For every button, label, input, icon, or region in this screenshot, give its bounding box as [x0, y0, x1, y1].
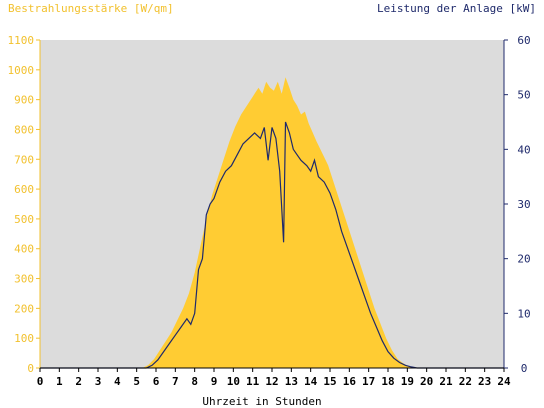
x-tick-label: 5 [133, 375, 140, 388]
right-tick-label: 0 [521, 362, 528, 375]
x-tick-label: 9 [211, 375, 218, 388]
left-tick-label: 300 [14, 273, 34, 286]
x-tick-label: 4 [114, 375, 121, 388]
x-tick-label: 3 [95, 375, 102, 388]
left-tick-label: 700 [14, 153, 34, 166]
x-tick-label: 7 [172, 375, 179, 388]
x-tick-label: 23 [478, 375, 491, 388]
right-tick-label: 10 [517, 307, 530, 320]
right-tick-label: 20 [517, 253, 530, 266]
x-tick-label: 12 [265, 375, 278, 388]
x-tick-label: 8 [191, 375, 198, 388]
x-tick-label: 19 [401, 375, 414, 388]
power-line [40, 121, 504, 369]
x-axis-ticks: 0 1 2 3 4 5 6 7 8 9 10 11 12 13 14 15 16 17 18 19 20 21 22 23 24 [37, 368, 511, 388]
x-tick-label: 6 [153, 375, 160, 388]
x-tick-label: 10 [227, 375, 240, 388]
x-axis-title: Uhrzeit in Stunden [202, 395, 321, 408]
x-tick-label: 13 [285, 375, 298, 388]
left-tick-label: 100 [14, 332, 34, 345]
x-tick-label: 22 [459, 375, 472, 388]
left-axis-title: Bestrahlungsstärke [W/qm] [8, 2, 174, 15]
right-tick-label: 60 [517, 34, 530, 47]
x-tick-label: 20 [420, 375, 433, 388]
x-tick-label: 18 [381, 375, 394, 388]
right-axis-ticks: 0 10 20 30 40 50 60 [504, 34, 531, 375]
irradiance-area-layer [40, 77, 504, 369]
left-tick-label: 1100 [8, 34, 35, 47]
x-tick-label: 14 [304, 375, 318, 388]
x-tick-label: 21 [439, 375, 453, 388]
right-tick-label: 40 [517, 143, 530, 156]
x-tick-label: 16 [343, 375, 357, 388]
x-tick-label: 2 [75, 375, 82, 388]
left-tick-label: 800 [14, 123, 34, 136]
power-line-layer [40, 121, 504, 369]
x-tick-label: 17 [362, 375, 375, 388]
left-axis-ticks: 0 100 200 300 400 500 600 700 800 900 1000 1100 [8, 34, 40, 375]
left-tick-label: 900 [14, 94, 34, 107]
right-axis-title: Leistung der Anlage [kW] [377, 2, 536, 15]
x-tick-label: 24 [497, 375, 511, 388]
right-tick-label: 50 [517, 89, 530, 102]
x-tick-label: 1 [56, 375, 63, 388]
left-tick-label: 400 [14, 243, 34, 256]
left-tick-label: 1000 [8, 64, 35, 77]
right-tick-label: 30 [517, 198, 530, 211]
left-tick-label: 200 [14, 302, 34, 315]
x-tick-label: 0 [37, 375, 44, 388]
left-tick-label: 600 [14, 183, 34, 196]
x-tick-label: 11 [246, 375, 260, 388]
irradiance-area [40, 77, 504, 369]
left-tick-label: 500 [14, 213, 34, 226]
x-tick-label: 15 [323, 375, 336, 388]
left-tick-label: 0 [27, 362, 34, 375]
